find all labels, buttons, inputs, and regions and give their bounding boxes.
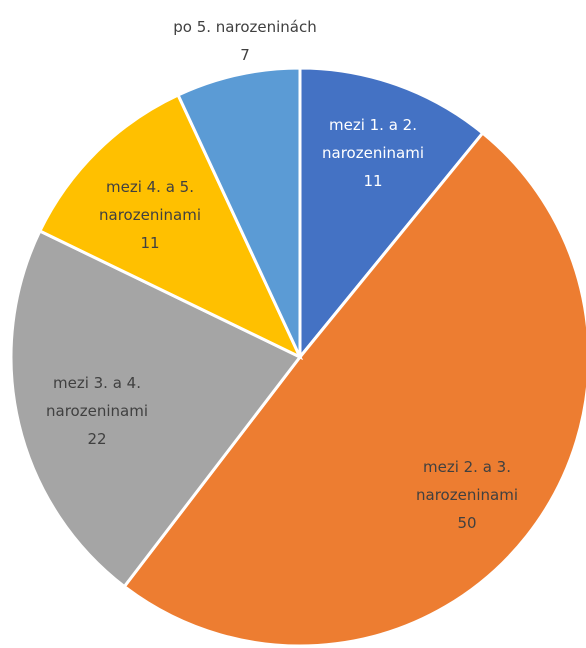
slice-name: mezi 4. a 5. narozeninami bbox=[99, 178, 201, 224]
slice-name: mezi 3. a 4. narozeninami bbox=[46, 374, 148, 420]
slice-value: 7 bbox=[240, 46, 250, 64]
data-label: mezi 3. a 4. narozeninami 22 bbox=[22, 369, 172, 453]
slice-value: 50 bbox=[457, 514, 477, 532]
slice-value: 22 bbox=[87, 430, 107, 448]
slice-value: 11 bbox=[140, 234, 160, 252]
slice-name: po 5. narozeninách bbox=[173, 18, 317, 36]
data-label: po 5. narozeninách 7 bbox=[125, 13, 365, 69]
data-label: mezi 2. a 3. narozeninami 50 bbox=[392, 453, 542, 537]
pie-slice bbox=[176, 66, 302, 358]
data-label: mezi 1. a 2. narozeninami 11 bbox=[298, 111, 448, 195]
data-label: mezi 4. a 5. narozeninami 11 bbox=[75, 173, 225, 257]
pie-slice bbox=[122, 130, 586, 648]
pie-slice bbox=[37, 92, 304, 361]
slice-name: mezi 1. a 2. narozeninami bbox=[322, 116, 424, 162]
pie-slice bbox=[9, 229, 303, 589]
pie-slice bbox=[298, 66, 485, 362]
slice-value: 11 bbox=[363, 172, 383, 190]
slice-name: mezi 2. a 3. narozeninami bbox=[416, 458, 518, 504]
